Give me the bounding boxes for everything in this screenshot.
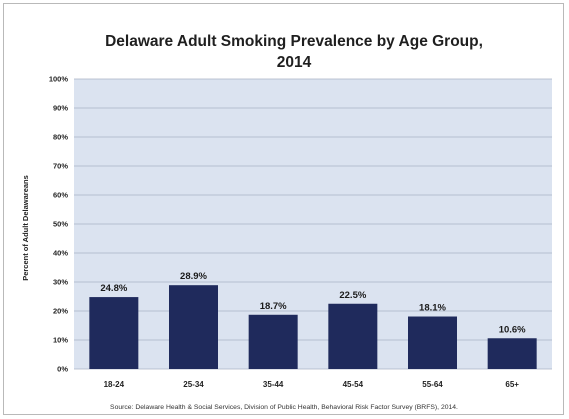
y-axis-label: Percent of Adult Delawareans [21, 175, 30, 281]
bar-data-label: 18.1% [419, 303, 446, 314]
y-tick-label: 80% [53, 133, 68, 142]
x-tick-label: 25-34 [183, 380, 204, 389]
y-tick-label: 0% [57, 365, 68, 374]
source-note: Source: Delaware Health & Social Service… [110, 404, 458, 411]
bars [89, 285, 537, 369]
bar [487, 338, 537, 369]
chart: Delaware Adult Smoking Prevalence by Age… [21, 33, 552, 411]
bar [169, 285, 218, 369]
gridlines [74, 78, 552, 370]
y-tick-label: 100% [49, 75, 69, 84]
bar-data-label: 22.5% [339, 290, 366, 301]
y-tick-label: 40% [53, 249, 68, 258]
chart-title-line2: 2014 [277, 54, 312, 71]
y-tick-label: 60% [53, 191, 68, 200]
y-tick-label: 30% [53, 278, 68, 287]
bar-data-label: 18.7% [260, 301, 287, 312]
bar [89, 297, 139, 369]
x-tick-label: 45-54 [343, 380, 364, 389]
y-tick-label: 50% [53, 220, 68, 229]
bar-data-label: 10.6% [499, 324, 526, 335]
bar [408, 316, 457, 369]
data-labels: 24.8% 28.9% 18.7% 22.5% 18.1% 10.6% [100, 271, 526, 335]
x-tick-label: 65+ [505, 380, 519, 389]
x-tick-label: 55-64 [422, 380, 443, 389]
x-tick-label: 18-24 [104, 380, 125, 389]
x-tick-label: 35-44 [263, 380, 284, 389]
y-axis-ticks: 0% 10% 20% 30% 40% 50% 60% 70% 80% 90% 100% [49, 75, 69, 374]
x-axis-ticks: 18-24 25-34 35-44 45-54 55-64 65+ [104, 380, 520, 389]
bar-data-label: 28.9% [180, 271, 207, 282]
y-tick-label: 20% [53, 307, 68, 316]
chart-frame: Delaware Adult Smoking Prevalence by Age… [3, 3, 564, 415]
y-tick-label: 90% [53, 104, 68, 113]
chart-title-line1: Delaware Adult Smoking Prevalence by Age… [105, 33, 483, 50]
y-tick-label: 10% [53, 336, 68, 345]
bar [328, 303, 378, 369]
bar [248, 314, 298, 369]
y-tick-label: 70% [53, 162, 68, 171]
bar-data-label: 24.8% [100, 283, 127, 294]
